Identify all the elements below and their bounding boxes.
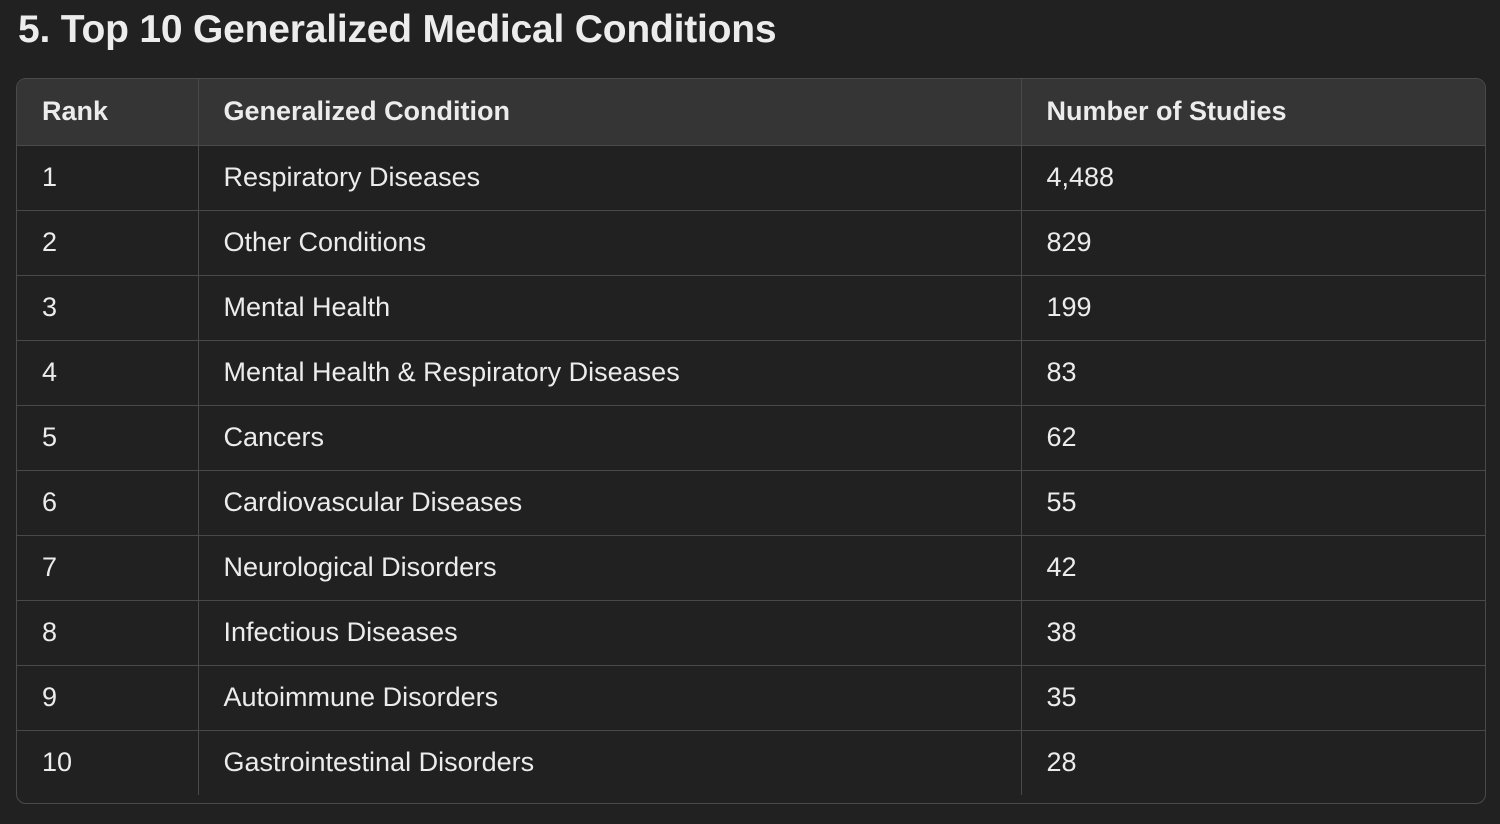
condition-cell: Cancers bbox=[198, 405, 1022, 471]
condition-cell: Mental Health & Respiratory Diseases bbox=[198, 340, 1022, 406]
condition-cell: Mental Health bbox=[198, 275, 1022, 341]
section-heading: 5. Top 10 Generalized Medical Conditions bbox=[18, 8, 777, 51]
studies-cell: 62 bbox=[1021, 405, 1485, 471]
studies-cell: 42 bbox=[1021, 535, 1485, 601]
rank-cell: 4 bbox=[17, 340, 199, 406]
table-row: 9 Autoimmune Disorders 35 bbox=[17, 665, 1485, 731]
condition-cell: Other Conditions bbox=[198, 210, 1022, 276]
studies-cell: 35 bbox=[1021, 665, 1485, 731]
rank-cell: 1 bbox=[17, 145, 199, 211]
condition-cell: Cardiovascular Diseases bbox=[198, 470, 1022, 536]
studies-cell: 55 bbox=[1021, 470, 1485, 536]
rank-cell: 6 bbox=[17, 470, 199, 536]
table-row: 1 Respiratory Diseases 4,488 bbox=[17, 145, 1485, 211]
condition-cell: Neurological Disorders bbox=[198, 535, 1022, 601]
table-row: 2 Other Conditions 829 bbox=[17, 210, 1485, 276]
studies-cell: 28 bbox=[1021, 730, 1485, 795]
studies-cell: 199 bbox=[1021, 275, 1485, 341]
header-row: Rank Generalized Condition Number of Stu… bbox=[17, 79, 1485, 146]
studies-cell: 4,488 bbox=[1021, 145, 1485, 211]
table-row: 4 Mental Health & Respiratory Diseases 8… bbox=[17, 340, 1485, 406]
rank-cell: 7 bbox=[17, 535, 199, 601]
table-row: 7 Neurological Disorders 42 bbox=[17, 535, 1485, 601]
table-row: 5 Cancers 62 bbox=[17, 405, 1485, 471]
conditions-table-container: Rank Generalized Condition Number of Stu… bbox=[16, 78, 1486, 804]
table-row: 10 Gastrointestinal Disorders 28 bbox=[17, 730, 1485, 795]
table-row: 8 Infectious Diseases 38 bbox=[17, 600, 1485, 666]
studies-cell: 38 bbox=[1021, 600, 1485, 666]
studies-cell: 829 bbox=[1021, 210, 1485, 276]
table-row: 6 Cardiovascular Diseases 55 bbox=[17, 470, 1485, 536]
studies-cell: 83 bbox=[1021, 340, 1485, 406]
rank-cell: 9 bbox=[17, 665, 199, 731]
column-header-studies: Number of Studies bbox=[1021, 79, 1485, 146]
condition-cell: Gastrointestinal Disorders bbox=[198, 730, 1022, 795]
table-body: 1 Respiratory Diseases 4,488 2 Other Con… bbox=[17, 145, 1485, 795]
column-header-rank: Rank bbox=[17, 79, 199, 146]
table-row: 3 Mental Health 199 bbox=[17, 275, 1485, 341]
rank-cell: 3 bbox=[17, 275, 199, 341]
rank-cell: 8 bbox=[17, 600, 199, 666]
conditions-table: Rank Generalized Condition Number of Stu… bbox=[17, 79, 1485, 795]
condition-cell: Infectious Diseases bbox=[198, 600, 1022, 666]
table-header: Rank Generalized Condition Number of Stu… bbox=[17, 79, 1485, 146]
rank-cell: 5 bbox=[17, 405, 199, 471]
column-header-condition: Generalized Condition bbox=[198, 79, 1022, 146]
condition-cell: Respiratory Diseases bbox=[198, 145, 1022, 211]
rank-cell: 10 bbox=[17, 730, 199, 795]
rank-cell: 2 bbox=[17, 210, 199, 276]
condition-cell: Autoimmune Disorders bbox=[198, 665, 1022, 731]
